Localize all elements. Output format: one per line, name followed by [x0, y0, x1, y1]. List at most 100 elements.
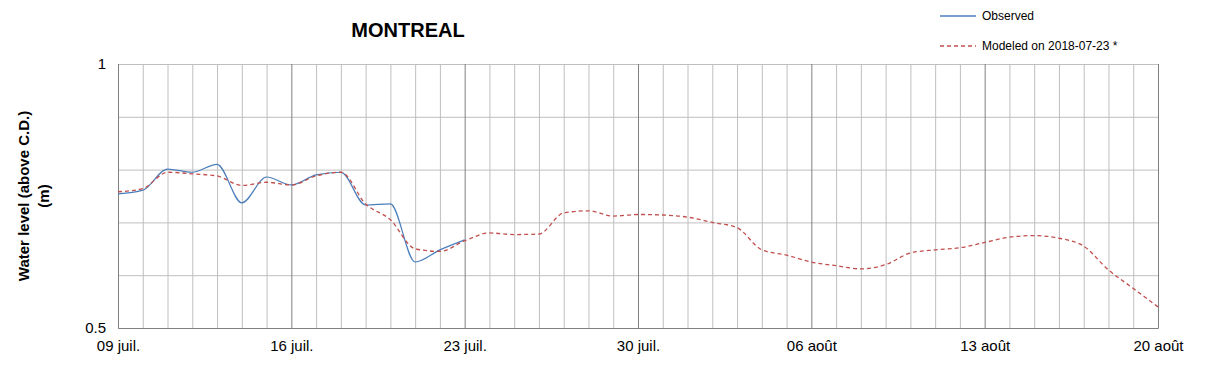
x-axis-line: [119, 64, 1159, 329]
x-grid-line: [291, 64, 292, 328]
x-grid-line: [886, 64, 887, 328]
x-tick: 20 août: [1133, 64, 1184, 354]
x-grid-line: [143, 64, 144, 328]
x-tick: [836, 64, 837, 328]
x-grid-line: [638, 64, 639, 328]
x-tick: [316, 64, 317, 328]
x-grid-line: [861, 64, 862, 328]
x-grid-line: [564, 64, 565, 328]
x-tick-label: 20 août: [1133, 337, 1184, 354]
x-tick: 16 juil.: [270, 64, 313, 354]
x-grid-line: [613, 64, 614, 328]
x-tick: [762, 64, 763, 328]
x-tick: [415, 64, 416, 328]
x-tick: 13 août: [960, 64, 1011, 354]
x-tick: 06 août: [787, 64, 838, 354]
plot: 0.5109 juil.16 juil.23 juil.30 juil.06 a…: [85, 55, 1184, 353]
x-grid-line: [1034, 64, 1035, 328]
y-tick: 1: [98, 55, 1158, 72]
legend-label: Modeled on 2018-07-23 *: [982, 39, 1118, 53]
legend-swatch: [940, 15, 976, 16]
x-tick: [267, 64, 268, 328]
x-grid-line: [118, 64, 119, 328]
x-grid-line: [1108, 64, 1109, 328]
series-line: [118, 172, 1158, 307]
x-tick: [613, 64, 614, 328]
x-grid-line: [910, 64, 911, 328]
x-grid-line: [267, 64, 268, 328]
title: MONTREAL: [351, 19, 464, 41]
x-tick: 09 juil.: [97, 64, 140, 354]
x-grid-line: [811, 64, 812, 328]
x-tick: [217, 64, 218, 328]
x-tick: [688, 64, 689, 328]
x-tick: [168, 64, 169, 328]
x-tick: [489, 64, 490, 328]
x-tick: [341, 64, 342, 328]
x-tick: 30 juil.: [617, 64, 660, 354]
x-tick: [1059, 64, 1060, 328]
x-tick: [960, 64, 961, 328]
y-tick: 0.5: [85, 319, 1158, 336]
x-grid-line: [415, 64, 416, 328]
x-grid-line: [985, 64, 986, 328]
y-axis-title: Water level (above C.D.)(m): [15, 111, 52, 281]
x-grid-line: [960, 64, 961, 328]
x-tick: [366, 64, 367, 328]
x-grid-line: [1158, 64, 1159, 328]
x-tick: [663, 64, 664, 328]
x-grid-line: [514, 64, 515, 328]
x-tick: [1009, 64, 1010, 328]
x-tick-label: 13 août: [960, 337, 1011, 354]
x-tick: [390, 64, 391, 328]
series-group: [118, 164, 1158, 307]
x-axis: 09 juil. 16 juil. 23 juil. 30 juil. 06 août 1…: [97, 64, 1185, 354]
x-grid-line: [588, 64, 589, 328]
y-tick-label: 1: [98, 55, 106, 72]
x-grid-line: [1084, 64, 1085, 328]
x-grid-line: [688, 64, 689, 328]
x-grid-line: [242, 64, 243, 328]
legend: Observed Modeled on 2018-07-23 *: [940, 9, 1118, 53]
x-grid-line: [663, 64, 664, 328]
x-grid-line: [390, 64, 391, 328]
x-grid-line: [836, 64, 837, 328]
x-grid-line: [341, 64, 342, 328]
x-grid-line: [935, 64, 936, 328]
x-tick: [242, 64, 243, 328]
y-axis-line: [119, 65, 1159, 329]
y-axis: 0.51: [85, 55, 1158, 336]
x-tick-label: 23 juil.: [443, 337, 486, 354]
x-tick: [935, 64, 936, 328]
chart: 0.5109 juil.16 juil.23 juil.30 juil.06 a…: [0, 0, 1209, 378]
x-tick: [737, 64, 738, 328]
x-grid-line: [712, 64, 713, 328]
x-tick-label: 06 août: [787, 337, 838, 354]
x-grid-line: [217, 64, 218, 328]
y-tick-label: 0.5: [85, 319, 106, 336]
x-grid-line: [192, 64, 193, 328]
x-tick: [1084, 64, 1085, 328]
x-tick-label: 16 juil.: [270, 337, 313, 354]
x-tick: [192, 64, 193, 328]
x-grid-line: [1059, 64, 1060, 328]
x-grid-line: [762, 64, 763, 328]
x-grid-line: [440, 64, 441, 328]
legend-swatch: [940, 45, 976, 46]
x-grid-line: [489, 64, 490, 328]
x-tick: [1108, 64, 1109, 328]
x-tick: [588, 64, 589, 328]
x-tick: [514, 64, 515, 328]
x-tick: [440, 64, 441, 328]
x-tick: [564, 64, 565, 328]
x-grid-line: [168, 64, 169, 328]
x-grid-line: [737, 64, 738, 328]
x-tick: 23 juil.: [443, 64, 486, 354]
x-grid-line: [465, 64, 466, 328]
x-tick: [886, 64, 887, 328]
x-tick: [910, 64, 911, 328]
x-tick: [1034, 64, 1035, 328]
x-tick: [787, 64, 788, 328]
legend-label: Observed: [982, 9, 1034, 23]
x-grid-line: [366, 64, 367, 328]
